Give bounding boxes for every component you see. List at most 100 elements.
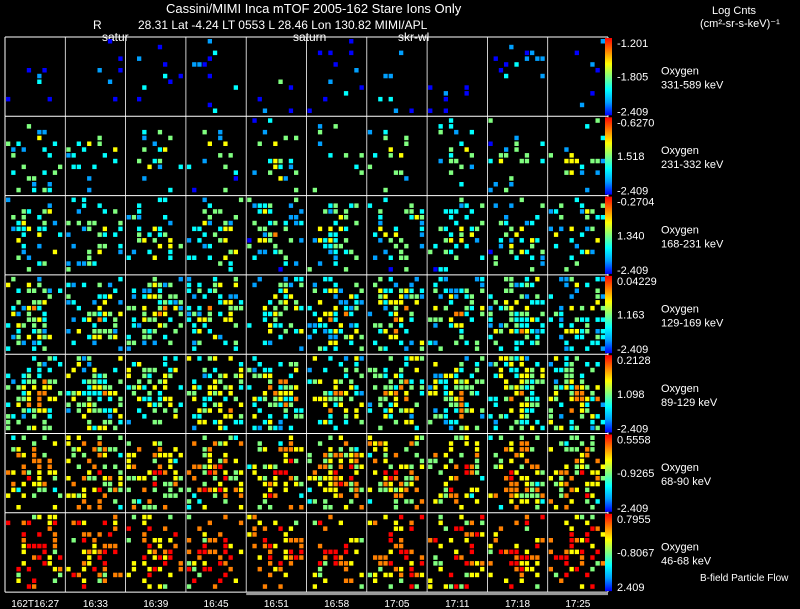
heatmap-cell <box>92 220 97 226</box>
heatmap-cell <box>113 334 118 340</box>
heatmap-cell <box>173 493 178 498</box>
heatmap-cell <box>548 566 553 572</box>
heatmap-cell <box>383 73 388 79</box>
heatmap-cell <box>433 379 438 384</box>
heatmap-cell <box>404 346 409 351</box>
heatmap-cell <box>323 505 328 510</box>
heatmap-cell <box>498 305 504 311</box>
heatmap-cell <box>218 261 223 266</box>
heatmap-cell <box>443 373 448 379</box>
heatmap-cell <box>317 464 323 469</box>
heatmap-cell <box>137 379 142 384</box>
x-tick-label: 16:33 <box>83 599 108 609</box>
heatmap-cell <box>42 487 47 493</box>
heatmap-cell <box>519 566 524 572</box>
heatmap-cell <box>540 255 545 260</box>
heatmap-cell <box>443 288 448 293</box>
heatmap-cell <box>409 311 414 317</box>
heatmap-cell <box>87 396 92 402</box>
heatmap-cell <box>42 425 47 431</box>
heatmap-cell <box>262 226 268 232</box>
heatmap-cell <box>42 543 47 549</box>
heatmap-cell <box>595 288 600 293</box>
heatmap-cell <box>47 414 52 419</box>
heatmap-cell <box>157 538 163 543</box>
heatmap-cell <box>37 334 42 340</box>
heatmap-cell <box>178 561 183 566</box>
heatmap-cell <box>142 578 147 583</box>
heatmap-cell <box>247 197 252 203</box>
heatmap-cell <box>147 329 152 334</box>
heatmap-cell <box>278 288 283 293</box>
heatmap-cell <box>178 276 183 282</box>
heatmap-cell <box>102 311 107 317</box>
heatmap-cell <box>574 334 579 340</box>
heatmap-cell <box>202 243 207 249</box>
heatmap-cell <box>312 499 317 504</box>
heatmap-cell <box>142 532 147 537</box>
heatmap-cell <box>328 414 333 419</box>
heatmap-cell <box>173 300 178 305</box>
heatmap-cell <box>233 419 238 425</box>
heatmap-cell <box>393 452 399 458</box>
heatmap-cell <box>233 170 238 175</box>
heatmap-cell <box>388 356 393 361</box>
energy-label: 89-129 keV <box>661 397 718 409</box>
colorbar-min-label: -2.409 <box>617 503 648 515</box>
heatmap-cell <box>359 505 364 510</box>
heatmap-cell <box>333 288 338 293</box>
heatmap-cell <box>126 385 131 390</box>
heatmap-cell <box>443 238 448 243</box>
heatmap-cell <box>262 476 268 481</box>
heatmap-cell <box>579 329 585 334</box>
heatmap-cell <box>238 373 244 379</box>
heatmap-cell <box>283 135 288 141</box>
heatmap-cell <box>47 458 52 464</box>
heatmap-cell <box>438 267 443 272</box>
heatmap-cell <box>404 476 409 481</box>
heatmap-cell <box>21 520 26 526</box>
heatmap-cell <box>262 526 268 531</box>
heatmap-cell <box>393 526 399 531</box>
heatmap-cell <box>459 182 464 187</box>
heatmap-cell <box>173 408 178 413</box>
heatmap-cell <box>202 487 207 493</box>
heatmap-cell <box>328 458 333 464</box>
heatmap-cell <box>524 555 530 560</box>
heatmap-cell <box>393 311 399 317</box>
heatmap-cell <box>11 379 16 384</box>
heatmap-cell <box>504 147 509 152</box>
heatmap-cell <box>338 243 343 249</box>
heatmap-cell <box>131 362 137 367</box>
heatmap-cell <box>157 419 163 425</box>
heatmap-cell <box>498 526 504 531</box>
colorbar <box>605 275 612 354</box>
heatmap-cell <box>16 311 21 317</box>
heatmap-cell <box>32 329 37 334</box>
heatmap-cell <box>354 282 359 288</box>
heatmap-cell <box>102 452 107 458</box>
heatmap-cell <box>52 170 58 175</box>
heatmap-cell <box>367 435 373 440</box>
heatmap-cell <box>569 499 574 504</box>
heatmap-cell <box>66 267 71 272</box>
heatmap-cell <box>328 435 333 440</box>
heatmap-cell <box>157 288 163 293</box>
heatmap-cell <box>218 532 223 537</box>
heatmap-cell <box>247 385 252 390</box>
heatmap-cell <box>273 481 278 487</box>
heatmap-cell <box>459 238 464 243</box>
heatmap-cell <box>16 419 21 425</box>
heatmap-cell <box>559 203 564 208</box>
heatmap-cell <box>530 238 535 243</box>
heatmap-cell <box>312 520 317 526</box>
heatmap-cell <box>338 329 343 334</box>
heatmap-cell <box>137 215 142 220</box>
heatmap-cell <box>464 385 469 390</box>
heatmap-cell <box>454 526 459 531</box>
heatmap-cell <box>359 153 364 158</box>
heatmap-cell <box>493 493 498 498</box>
heatmap-cell <box>354 470 359 475</box>
heatmap-cell <box>76 447 81 452</box>
heatmap-cell <box>268 572 273 578</box>
